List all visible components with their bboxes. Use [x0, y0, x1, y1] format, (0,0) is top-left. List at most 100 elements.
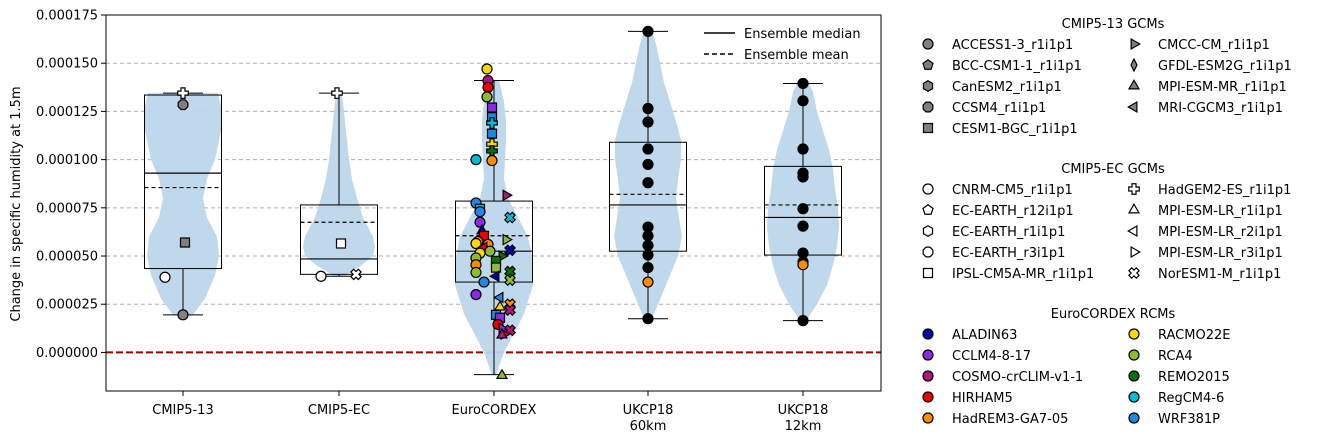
violin-body [767, 83, 839, 321]
violin-body [145, 93, 221, 315]
point-eurocordex-shape [489, 270, 500, 283]
point-ukcp18-shape [797, 95, 809, 107]
legend-marker-shape [922, 122, 934, 134]
legend-marker [1128, 370, 1140, 382]
legend-item-label: EC-EARTH_r3i1p1 [952, 246, 1065, 261]
legend-item-label: CCSM4_r1i1p1 [952, 101, 1046, 116]
x-axis: CMIP5-13 CMIP5-EC EuroCORDEX UKCP1860kmUKCP… [152, 391, 828, 434]
y-tick-label: 0.000175 [36, 9, 98, 24]
point-ukcp18 [797, 203, 809, 215]
point-cmip5-13-shape [159, 271, 171, 283]
legend-marker [922, 370, 934, 382]
legend-item-label: CCLM4-8-17 [952, 349, 1031, 364]
point-eurocordex-shape [484, 245, 496, 257]
legend-item-label: NorESM1-M_r1i1p1 [1158, 267, 1281, 282]
legend-marker [922, 59, 934, 70]
legend-median-label: Ensemble median [744, 27, 861, 42]
point-eurocordex [481, 91, 493, 103]
point-eurocordex [495, 328, 509, 339]
legend-item-label: HadREM3-GA7-05 [952, 412, 1068, 427]
point-ukcp18 [642, 177, 654, 189]
legend-marker-shape [1128, 267, 1140, 279]
point-eurocordex [486, 154, 498, 167]
x-tick-label: CMIP5-EC [308, 403, 370, 418]
point-eurocordex-shape [486, 102, 498, 113]
point-eurocordex-shape [481, 91, 493, 103]
legend-marker-shape [1128, 349, 1140, 361]
point-ukcp18-shape [797, 171, 809, 183]
legend-marker [1128, 349, 1140, 361]
point-eurocordex [470, 154, 482, 166]
legend-marker-shape [1127, 203, 1141, 214]
point-ukcp18 [642, 249, 654, 261]
point-ukcp18 [797, 315, 809, 327]
point-ukcp18 [642, 239, 654, 252]
legend-marker-shape [1128, 370, 1140, 382]
legend-marker-shape [922, 391, 934, 403]
y-axis: 0.000000 0.000025 0.000050 0.000075 0.000100… [36, 9, 106, 361]
legend-marker-shape [1128, 391, 1140, 403]
legend-marker [922, 225, 934, 237]
point-eurocordex [470, 237, 482, 250]
point-ukcp18-shape [642, 239, 654, 252]
point-eurocordex [493, 291, 504, 304]
point-cmip5-ec [331, 87, 343, 99]
point-ukcp18 [642, 261, 654, 274]
point-eurocordex-shape [486, 128, 498, 139]
legend-item-label: RegCM4-6 [1158, 391, 1224, 406]
point-eurocordex-shape [470, 154, 482, 166]
point-ukcp18 [642, 230, 654, 242]
point-eurocordex [470, 288, 482, 301]
point-cmip5-ec-shape [350, 268, 362, 281]
point-ukcp18 [797, 143, 809, 155]
legend-item-label: CanESM2_r1i1p1 [952, 80, 1062, 95]
point-eurocordex-shape [481, 63, 493, 75]
point-ukcp18-shape [642, 177, 654, 189]
legend-marker [1128, 328, 1140, 340]
point-ukcp18 [642, 25, 654, 37]
x-tick-label: EuroCORDEX [452, 403, 537, 418]
legend-marker [922, 80, 934, 92]
legend-marker-shape [922, 246, 934, 258]
point-cmip5-13-shape [177, 87, 189, 99]
point-ukcp18-shape [642, 158, 654, 171]
point-eurocordex-shape [486, 117, 498, 129]
legend-group-title: CMIP5-13 GCMs [1062, 17, 1165, 32]
legend-marker-shape [1127, 79, 1141, 90]
point-cmip5-ec [335, 238, 347, 249]
legend-marker [922, 183, 934, 195]
point-ukcp18 [642, 102, 654, 115]
legend-marker [1127, 100, 1138, 114]
legend-item-label: EC-EARTH_r12i1p1 [952, 204, 1074, 219]
legend-marker-shape [922, 59, 934, 70]
legend-marker [922, 122, 934, 134]
legend-marker-shape [922, 225, 934, 237]
y-tick-label: 0.000075 [36, 201, 98, 216]
y-tick-label: 0.000150 [36, 57, 98, 72]
legend-group-title: EuroCORDEX RCMs [1051, 307, 1176, 322]
legend-marker [922, 204, 934, 215]
point-ukcp18 [797, 220, 809, 232]
legend-item-label: ACCESS1-3_r1i1p1 [952, 38, 1073, 53]
point-eurocordex [486, 117, 498, 129]
legend-marker [1127, 224, 1138, 238]
point-cmip5-ec-shape [331, 87, 343, 99]
point-eurocordex [502, 233, 513, 246]
legend-item-label: CESM1-BGC_r1i1p1 [952, 122, 1078, 137]
x-tick-label: 12km [785, 419, 822, 434]
point-eurocordex-shape [474, 216, 486, 228]
point-ukcp18 [797, 95, 809, 107]
point-eurocordex [474, 216, 486, 228]
legend-marker-shape [922, 101, 934, 113]
legend-marker [1128, 183, 1140, 195]
point-eurocordex [504, 274, 516, 287]
y-tick-label: 0.000000 [36, 346, 98, 361]
point-eurocordex [490, 262, 502, 273]
legend-marker-shape [1130, 57, 1138, 73]
point-eurocordex [482, 81, 494, 93]
point-ukcp18 [797, 259, 809, 271]
legend-item-label: CNRM-CM5_r1i1p1 [952, 183, 1073, 198]
point-cmip5-13-shape [177, 99, 189, 111]
point-ukcp18-shape [642, 230, 654, 242]
point-ukcp18 [642, 313, 654, 325]
